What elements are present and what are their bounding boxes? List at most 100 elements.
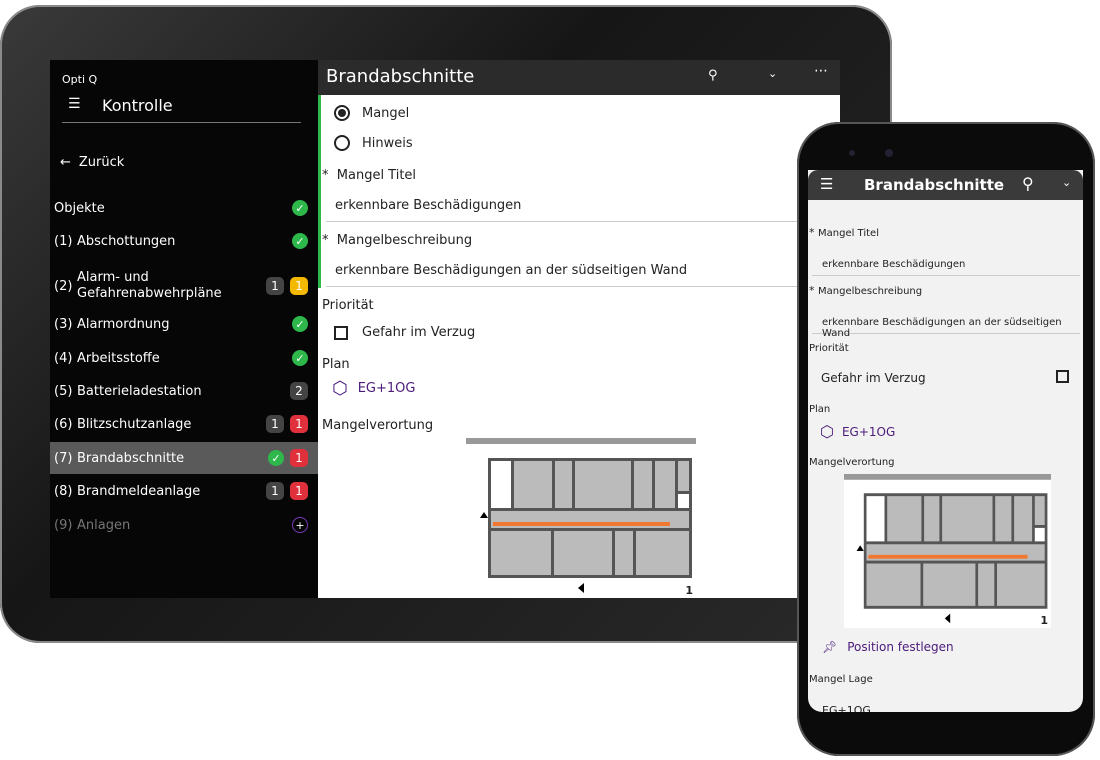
sidebar-item[interactable]: (5) Batterieladestation 2 [50, 375, 318, 407]
arrow-left-icon: ← [60, 155, 71, 170]
item-label: Arbeitsstoffe [77, 350, 160, 366]
plan-link[interactable]: ⬡ EG+1OG [332, 378, 415, 399]
add-icon[interactable]: + [292, 517, 308, 533]
page-title: Brandabschnitte [864, 176, 1005, 194]
sidebar-item[interactable]: (7) Brandabschnitte ✓ 1 [50, 442, 318, 474]
mangel-titel-label: * Mangel Titel [809, 226, 879, 239]
count-badge: 1 [290, 482, 308, 500]
sidebar-item[interactable]: (2) Alarm- und Gefahrenabwehrpläne 1 1 [50, 266, 318, 306]
room [555, 461, 572, 508]
mangel-titel-label: * Mangel Titel [322, 168, 417, 183]
sidebar-item[interactable]: (1) Abschottungen ✓ [50, 225, 318, 257]
sidebar-item[interactable]: (3) Alarmordnung ✓ [50, 308, 318, 340]
item-number: (3) [54, 316, 73, 332]
mangel-titel-input[interactable]: erkennbare Beschädigungen [812, 256, 1080, 276]
item-number: (6) [54, 416, 73, 432]
item-label: Abschottungen [77, 233, 176, 249]
radio-mangel[interactable]: Mangel [334, 105, 409, 121]
item-label: Alarmordnung [77, 316, 170, 332]
content-panel: Brandabschnitte ⚲ ⌄ ⋯ Mangel Hinweis * M… [318, 60, 840, 598]
floor-plan[interactable]: 1 [466, 438, 696, 598]
room [491, 531, 551, 575]
back-button[interactable]: ← Zurück [60, 155, 124, 170]
north-arrow [480, 512, 488, 518]
room [866, 563, 921, 606]
sidebar: Opti Q ☰ Kontrolle ← Zurück Objekte ✓ (1) Ab… [50, 60, 318, 598]
item-number: (7) [54, 450, 73, 466]
cube-icon: ⬡ [820, 422, 834, 441]
gefahr-label: Gefahr im Verzug [362, 325, 476, 340]
search-icon[interactable]: ⚲ [1022, 174, 1034, 193]
sidebar-item[interactable]: (6) Blitzschutzanlage 1 1 [50, 408, 318, 440]
check-icon: ✓ [268, 450, 284, 466]
mangel-titel-input[interactable]: erkennbare Beschädigungen [326, 192, 838, 222]
entrance-marker [944, 613, 951, 624]
room [995, 496, 1012, 542]
section-title: Kontrolle [102, 96, 173, 115]
gefahr-checkbox[interactable] [1056, 370, 1069, 383]
room [1034, 496, 1045, 526]
more-icon[interactable]: ⋯ [814, 63, 828, 79]
item-number: (2) [54, 278, 73, 294]
room [575, 461, 631, 508]
sidebar-item[interactable]: (4) Arbeitsstoffe ✓ [50, 342, 318, 374]
room [1014, 496, 1033, 542]
collapse-icon[interactable]: ⌄ [1062, 176, 1072, 189]
search-icon[interactable]: ⚲ [708, 68, 718, 83]
room [636, 531, 689, 575]
room [997, 563, 1045, 606]
plan-value: EG+1OG [357, 381, 416, 396]
room [923, 563, 976, 606]
floor-number: 1 [1040, 614, 1048, 627]
count-badge: 1 [290, 449, 308, 467]
count-badge: 1 [290, 277, 308, 295]
room [554, 531, 612, 575]
back-label: Zurück [78, 155, 125, 170]
check-icon: ✓ [292, 316, 308, 332]
tablet-screen: Opti Q ☰ Kontrolle ← Zurück Objekte ✓ (1) Ab… [50, 60, 840, 598]
room [978, 563, 995, 606]
plan-label: Plan [809, 404, 831, 415]
sidebar-item[interactable]: (9) Anlagen + [50, 509, 318, 541]
position-button[interactable]: 📌︎ Position festlegen [822, 640, 954, 654]
check-icon: ✓ [292, 233, 308, 249]
page-title: Brandabschnitte [326, 66, 475, 87]
status-bar [318, 95, 321, 288]
item-label: Alarm- und Gefahrenabwehrpläne [77, 270, 222, 301]
position-label: Position festlegen [847, 640, 954, 654]
plan-value: EG+1OG [841, 424, 896, 439]
item-label: Anlagen [77, 517, 131, 533]
room [634, 461, 652, 508]
room [678, 461, 689, 491]
room [887, 496, 922, 542]
beschreibung-input[interactable]: erkennbare Beschädigungen an der südseit… [326, 257, 838, 287]
room [924, 496, 940, 542]
radio-hinweis[interactable]: Hinweis [334, 135, 413, 151]
room [655, 461, 675, 508]
camera [885, 149, 893, 157]
sidebar-item[interactable]: (8) Brandmeldeanlage 1 1 [50, 475, 318, 507]
item-number: (8) [54, 483, 73, 499]
item-label: Batterieladestation [77, 383, 202, 399]
beschreibung-label: * Mangelbeschreibung [809, 284, 923, 297]
plan-link[interactable]: ⬡ EG+1OG [820, 422, 895, 441]
sidebar-item[interactable]: Objekte ✓ [50, 192, 318, 224]
camera [849, 150, 855, 156]
pin-icon: 📌︎ [822, 640, 838, 654]
entrance-marker [578, 583, 584, 593]
beschreibung-label: * Mangelbeschreibung [322, 233, 473, 248]
floor-plan[interactable]: 1 [844, 474, 1051, 628]
menu-icon[interactable]: ☰ [68, 96, 81, 112]
radio-hinweis-label: Hinweis [362, 135, 413, 151]
collapse-icon[interactable]: ⌄ [768, 67, 778, 80]
north-arrow [856, 545, 864, 551]
item-label: Brandabschnitte [77, 450, 185, 466]
gefahr-checkbox[interactable]: Gefahr im Verzug [334, 325, 475, 340]
count-badge: 1 [266, 415, 284, 433]
menu-icon[interactable]: ☰ [820, 175, 834, 193]
count-badge: 2 [290, 382, 308, 400]
item-label: Brandmeldeanlage [77, 483, 201, 499]
count-badge: 1 [290, 415, 308, 433]
beschreibung-input[interactable]: erkennbare Beschädigungen an der südseit… [812, 314, 1080, 339]
radio-mangel-label: Mangel [362, 105, 410, 121]
